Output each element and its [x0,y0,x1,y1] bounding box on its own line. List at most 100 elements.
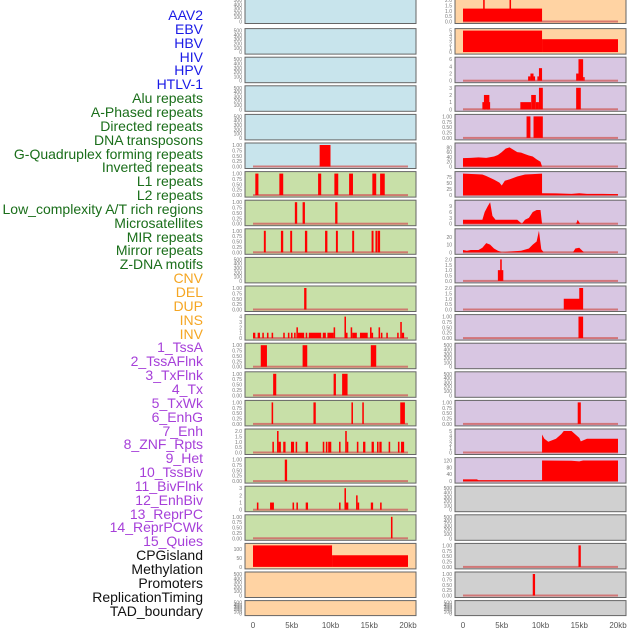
baseline [463,279,618,282]
baseline [253,222,408,225]
baseline [253,394,408,397]
y-tick-label: 300 [234,581,243,587]
y-tick-label: 2 [449,93,452,99]
y-tick-label: 0 [449,508,452,514]
track-panel-right: 0.000.250.500.751.00 [442,314,627,342]
data-bar [273,373,277,396]
data-bar [342,373,348,396]
track-label: INS [179,311,203,328]
y-tick-label: 0.25 [232,245,242,251]
data-bar [344,488,346,510]
y-tick-label: 0 [449,536,452,542]
panel-background [244,514,417,541]
y-tick-label: 1.0 [235,440,242,446]
y-tick-label: 3 [449,438,452,444]
data-bar [401,332,405,339]
data-bar [400,321,402,339]
data-bar [339,502,341,510]
y-tick-label: 400 [234,33,243,39]
data-bar [576,73,579,81]
y-tick-label: 1 [449,46,452,52]
x-tick-label: 20kb [609,621,627,630]
data-bar [294,202,298,224]
baseline [253,480,408,483]
y-tick-label: 1.5 [445,3,452,9]
y-tick-label: 0 [239,612,242,618]
data-bar [277,431,279,453]
y-tick-label: 0 [239,20,242,26]
track-label: INV [179,325,203,342]
track-label: Mirror repeats [115,242,203,259]
data-bar [322,441,325,453]
data-bar [509,0,512,22]
y-tick-label: 0.25 [232,359,242,365]
y-tick-label: 0 [239,508,242,514]
track-label: ReplicationTiming [92,588,203,605]
track-label: DUP [173,297,203,314]
data-area [463,460,618,482]
y-tick-label: 0.75 [442,549,452,555]
track-label: HIV [179,48,203,65]
y-tick-label: 1.00 [232,172,242,178]
y-tick-label: 0.50 [442,325,452,331]
y-tick-label: 0.50 [232,411,242,417]
y-tick-label: 80 [446,145,452,151]
data-bar [253,545,333,567]
y-tick-label: 1.00 [442,114,452,120]
y-tick-label: 9 [449,204,452,210]
panel-background [244,600,417,617]
track-panel-right: 0.00.51.01.52.0 [445,285,627,314]
y-tick-label: 400 [234,603,243,609]
y-tick-label: 60 [446,150,452,156]
track-label: Low_complexity A/T rich regions [2,200,204,217]
track-label: L1 repeats [136,173,203,190]
x-tick-label: 10kb [322,621,340,630]
data-bar [371,332,374,339]
x-tick-label: 10kb [532,621,550,630]
data-bar [305,441,309,453]
track-label: 12_EnhBiv [135,491,203,508]
y-tick-label: 1.00 [232,515,242,521]
y-tick-label: 0.25 [232,388,242,394]
y-tick-label: 0.25 [232,531,242,537]
y-tick-label: 0.25 [442,417,452,423]
data-bar [294,332,296,339]
data-bar [271,402,274,424]
panel-background [244,228,417,255]
track-label: 11_BivFlnk [134,477,203,494]
y-tick-label: 100 [444,532,453,538]
y-tick-label: 100 [234,132,243,138]
track-panel-right: 0.00.51.01.52.0 [445,256,627,285]
y-tick-label: 1.00 [232,372,242,378]
track-panel-right: 010 20 [446,228,627,256]
y-tick-label: 400 [234,576,243,582]
y-tick-label: 500 [234,114,243,120]
y-tick-label: 0.50 [442,125,452,131]
y-tick-label: 2.0 [445,257,452,263]
data-bar [538,87,543,110]
data-bar [535,102,539,110]
y-tick-label: 0.00 [232,250,242,256]
y-tick-label: 400 [444,348,453,354]
y-tick-label: 100 [234,589,243,595]
data-bar [280,230,284,253]
y-tick-label: 1.00 [232,286,242,292]
track-label: 13_ReprPC [129,505,203,522]
panel-background [454,485,627,513]
data-bar [370,327,372,339]
data-bar [325,230,328,253]
track-label: 5_TxWk [151,394,203,411]
track-panel-right: 02 46 [449,56,627,85]
y-tick-label: 400 [444,376,453,382]
track-panel-left: 0.000.250.500.751.00 [232,514,417,542]
y-tick-label: 0.75 [232,177,242,183]
track-label: CNV [173,270,203,287]
baseline [463,451,618,454]
data-bar [370,502,374,510]
baseline [463,337,618,340]
track-panel-left: 0.00.51.01.52.0 [235,428,417,457]
